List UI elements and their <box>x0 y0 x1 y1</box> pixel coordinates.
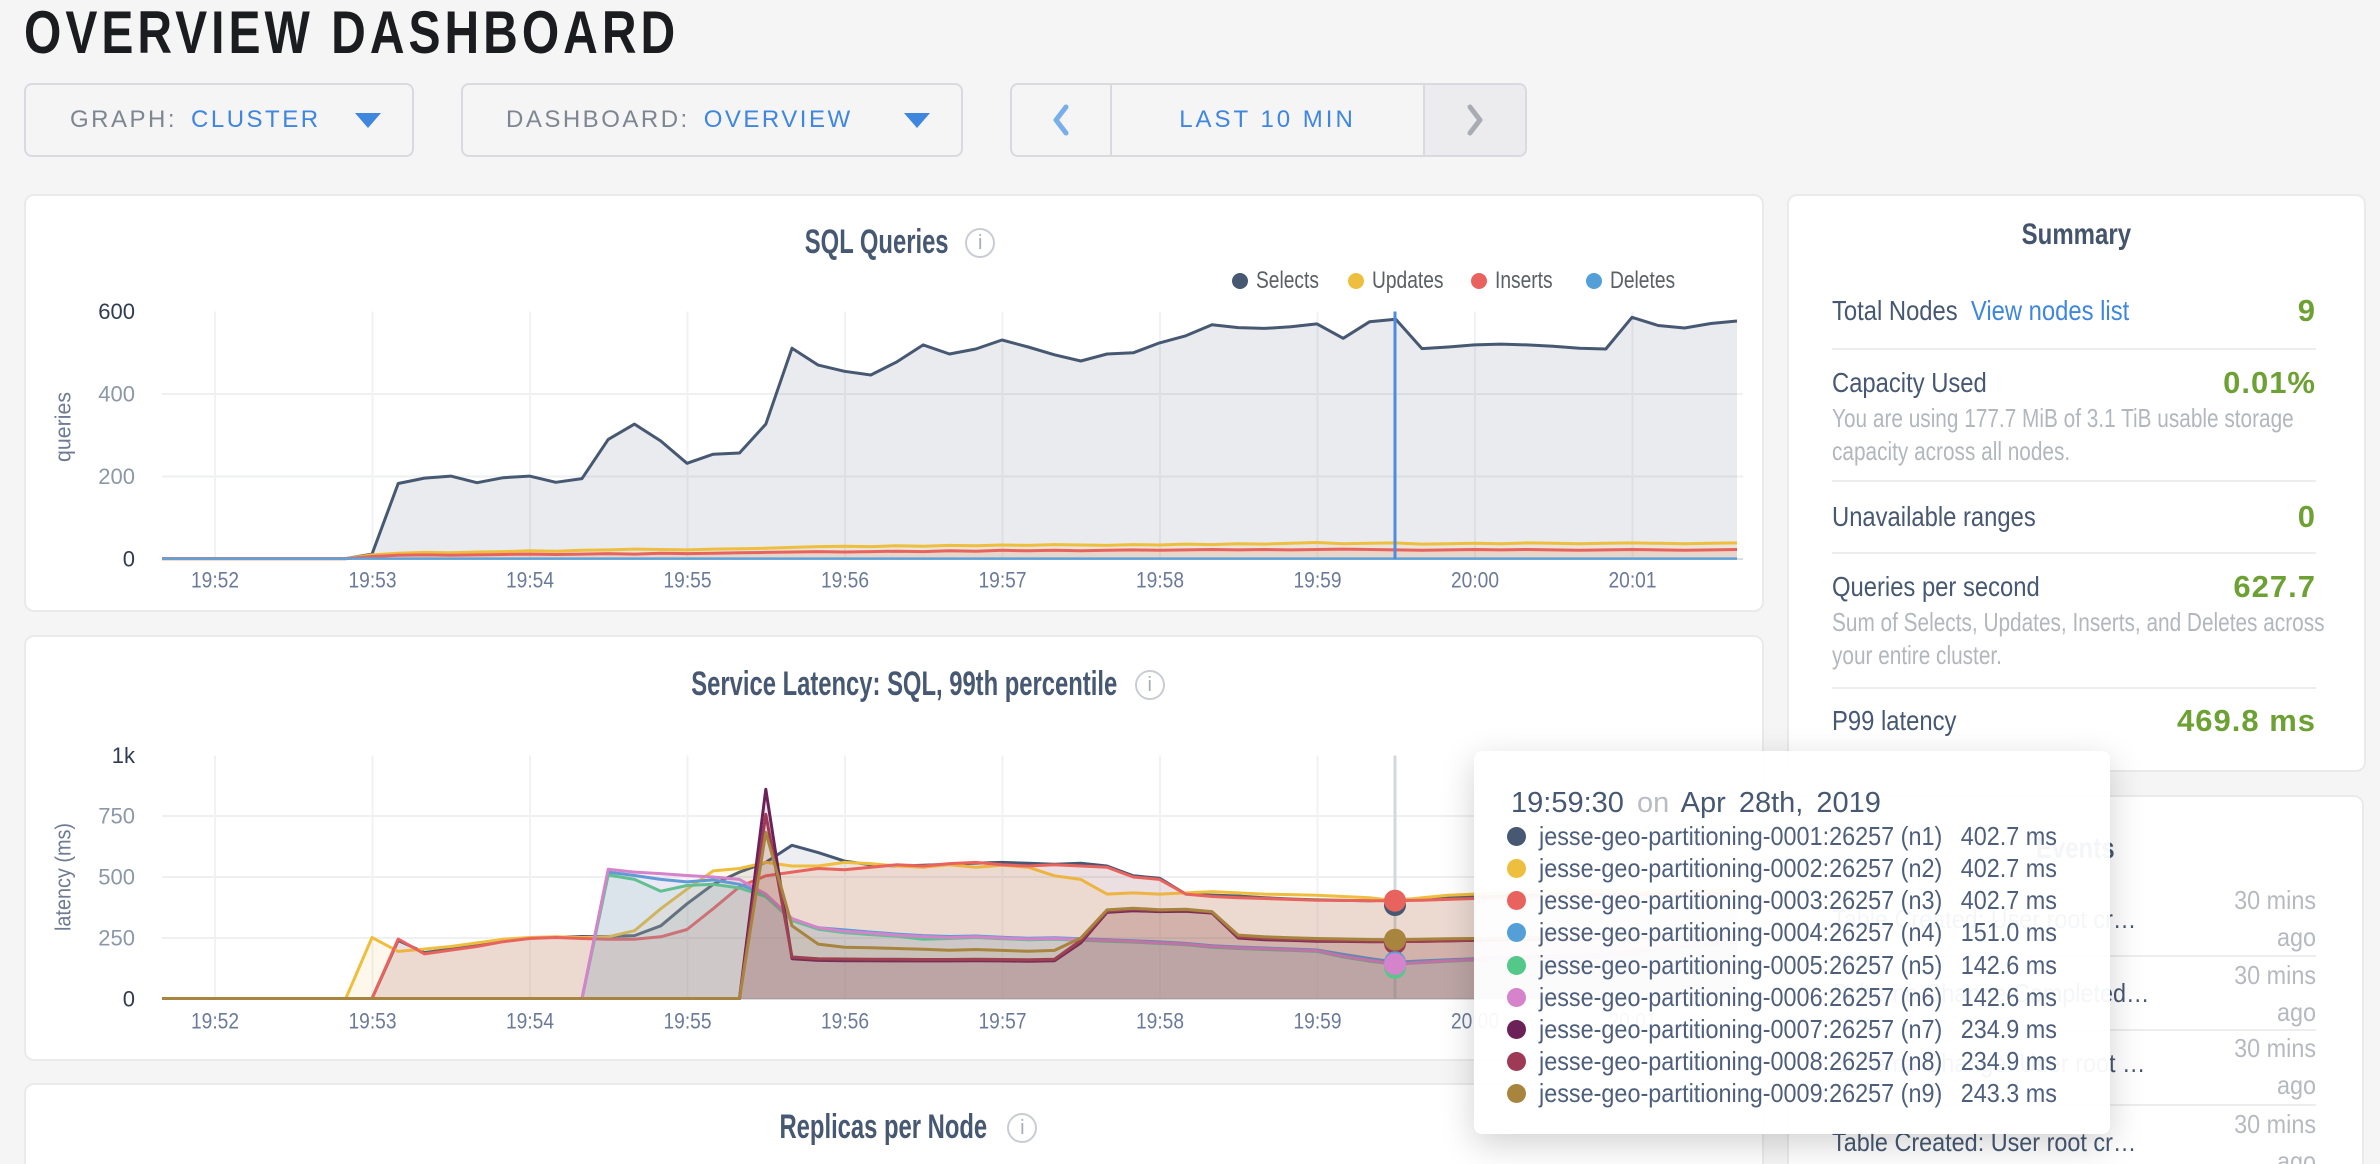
svg-text:19:59: 19:59 <box>1294 568 1342 593</box>
svg-text:20:00: 20:00 <box>1451 568 1499 593</box>
svg-text:1k: 1k <box>112 743 136 768</box>
svg-text:19:52: 19:52 <box>191 1009 239 1034</box>
svg-text:750: 750 <box>98 804 135 829</box>
svg-text:19:55: 19:55 <box>664 568 712 593</box>
svg-text:500: 500 <box>98 865 135 890</box>
svg-text:latency (ms): latency (ms) <box>51 823 76 931</box>
svg-text:600: 600 <box>98 299 135 324</box>
svg-text:250: 250 <box>98 926 135 951</box>
svg-text:20:01: 20:01 <box>1609 568 1657 593</box>
svg-text:19:57: 19:57 <box>979 1009 1027 1034</box>
svg-text:19:56: 19:56 <box>821 1009 869 1034</box>
svg-text:queries: queries <box>51 392 76 462</box>
svg-text:19:54: 19:54 <box>506 568 554 593</box>
svg-text:19:58: 19:58 <box>1136 1009 1184 1034</box>
svg-text:19:55: 19:55 <box>664 1009 712 1034</box>
svg-text:0: 0 <box>123 547 135 572</box>
svg-text:0: 0 <box>123 987 135 1012</box>
svg-text:19:54: 19:54 <box>506 1009 554 1034</box>
svg-text:200: 200 <box>98 464 135 489</box>
svg-text:19:52: 19:52 <box>191 568 239 593</box>
svg-text:19:56: 19:56 <box>821 568 869 593</box>
svg-text:400: 400 <box>98 382 135 407</box>
svg-text:19:58: 19:58 <box>1136 568 1184 593</box>
svg-text:19:53: 19:53 <box>349 1009 397 1034</box>
svg-text:19:57: 19:57 <box>979 568 1027 593</box>
svg-text:19:53: 19:53 <box>349 568 397 593</box>
svg-text:19:59: 19:59 <box>1294 1009 1342 1034</box>
